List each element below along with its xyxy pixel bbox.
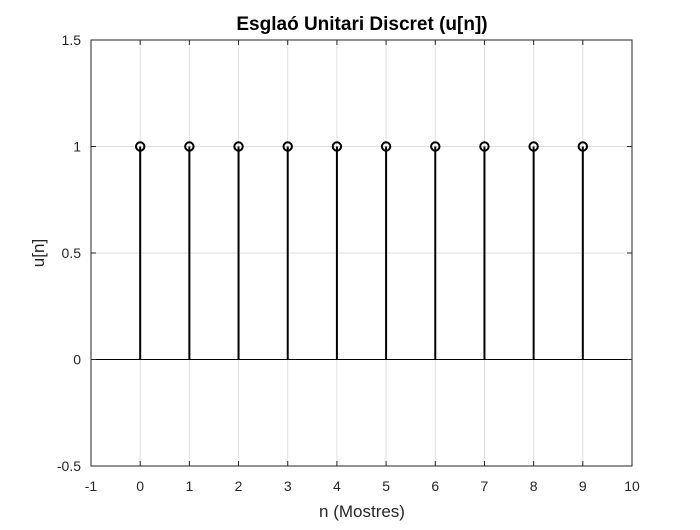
stem-marker: [331, 141, 343, 152]
x-tick-label: 8: [530, 478, 538, 494]
x-tick-label: 5: [382, 478, 390, 494]
x-tick-label: 9: [579, 478, 587, 494]
x-tick-label: -1: [85, 478, 98, 494]
y-tick-label: 1.5: [62, 32, 82, 48]
x-tick-label: 7: [481, 478, 489, 494]
x-axis-label: n (Mostres): [319, 502, 405, 521]
y-tick-label: -0.5: [57, 458, 81, 474]
x-tick-labels: -1 0 1 2 3 4 5 6 7 8 9 10: [85, 478, 640, 494]
y-axis-label: u[n]: [29, 239, 48, 267]
x-tick-label: 0: [136, 478, 144, 494]
stem-marker: [380, 141, 392, 152]
y-tick-label: 0.5: [62, 245, 82, 261]
ticks: [90, 39, 633, 467]
x-tick-label: 4: [333, 478, 341, 494]
stem-marker: [233, 141, 244, 152]
stem-marker: [282, 141, 293, 152]
stem-marker: [528, 141, 539, 152]
chart-title: Esglaó Unitari Discret (u[n]): [236, 14, 487, 35]
x-tick-label: 2: [235, 478, 243, 494]
y-tick-labels: -0.5 0 0.5 1 1.5: [57, 32, 81, 474]
stems: [139, 146, 584, 360]
stem-marker: [577, 141, 589, 152]
markers: [134, 141, 589, 152]
x-tick-label: 10: [624, 478, 640, 494]
stem-marker: [134, 141, 146, 152]
stem-marker: [479, 141, 490, 152]
x-tick-label: 6: [431, 478, 439, 494]
y-tick-label: 0: [73, 352, 81, 368]
x-tick-label: 1: [185, 478, 193, 494]
x-tick-label: 3: [284, 478, 292, 494]
stem-marker: [430, 141, 441, 152]
stem-marker: [184, 141, 195, 152]
y-tick-label: 1: [73, 139, 81, 155]
